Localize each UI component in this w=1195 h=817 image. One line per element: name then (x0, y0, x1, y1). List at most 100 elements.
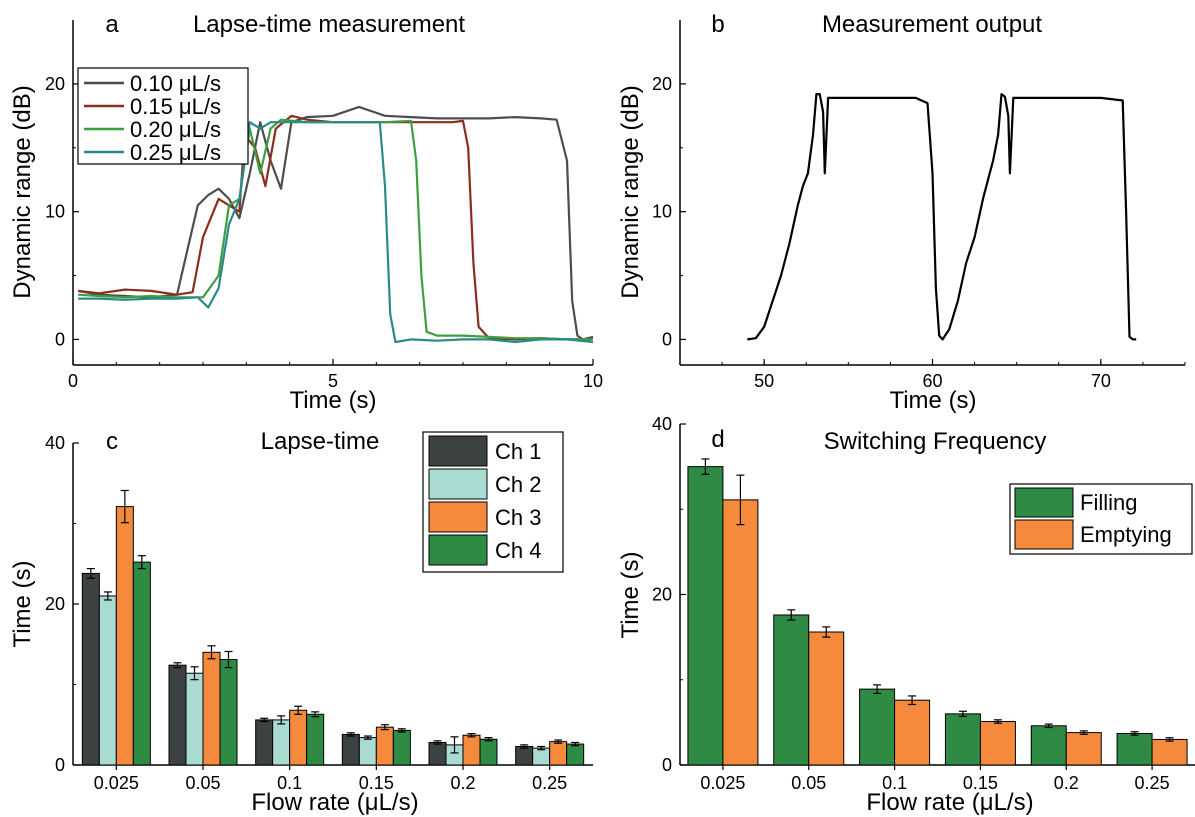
x-tick-label: 0.025 (94, 773, 139, 793)
x-tick-label: 0.1 (882, 773, 907, 793)
y-tick-label: 40 (652, 414, 672, 434)
bar-ch-2 (98, 595, 117, 766)
legend-swatch (428, 501, 488, 533)
panel-c: c Lapse-time Flow rate (μL/s) Time (s) 0 20 40… (9, 428, 593, 816)
bar-ch-4 (219, 659, 238, 766)
x-axis-label: Flow rate (μL/s) (866, 789, 1033, 816)
panel-letter: b (711, 11, 724, 38)
y-tick-label: 0 (55, 329, 65, 349)
legend-label: Emptying (1080, 522, 1172, 547)
bar-ch-1 (428, 741, 447, 766)
bar-filling (1116, 732, 1153, 766)
y-axis-label: Time (s) (617, 551, 644, 638)
bar-filling (944, 713, 981, 766)
bar-filling (1030, 725, 1067, 766)
x-axis-label: Flow rate (μL/s) (251, 789, 418, 816)
bar-emptying (979, 721, 1016, 766)
y-tick-label: 0 (662, 755, 672, 775)
panel-letter: d (711, 426, 724, 453)
bar-ch-4 (132, 561, 151, 766)
legend-label: 0.20 μL/s (130, 117, 221, 142)
chart-title: Lapse-time (261, 428, 380, 455)
panel-b: b Measurement output Time (s) Dynamic range… (617, 11, 1186, 414)
bar-filling (773, 614, 810, 766)
legend-label: Ch 4 (495, 538, 541, 563)
y-tick-label: 10 (652, 202, 672, 222)
bar-ch-2 (358, 737, 377, 766)
legend-label: Ch 2 (495, 472, 541, 497)
x-axis-label: Time (s) (889, 387, 976, 414)
bar-ch-3 (115, 506, 134, 766)
legend-label: 0.10 μL/s (130, 71, 221, 96)
panel-letter: a (105, 11, 119, 38)
legend-label: Ch 3 (495, 505, 541, 530)
x-tick-label: 0.25 (532, 773, 567, 793)
y-tick-label: 20 (45, 594, 65, 614)
x-tick-label: 0.05 (185, 773, 220, 793)
series-line-output (747, 92, 1137, 341)
legend-swatch (428, 435, 488, 467)
bar-filling (859, 688, 896, 766)
x-tick-label: 5 (328, 371, 338, 391)
bar-ch-2 (185, 672, 204, 766)
x-tick-label: 0.2 (450, 773, 475, 793)
bar-ch-1 (255, 719, 274, 766)
y-tick-label: 0 (662, 329, 672, 349)
x-tick-label: 60 (922, 371, 942, 391)
bar-ch-3 (289, 709, 308, 766)
x-tick-label: 0.15 (963, 773, 998, 793)
x-axis-label: Time (s) (289, 387, 376, 414)
bar-emptying (1151, 738, 1188, 766)
x-tick-label: 0.025 (700, 773, 745, 793)
y-tick-label: 40 (45, 433, 65, 453)
legend: 0.10 μL/s0.15 μL/s0.20 μL/s0.25 μL/s (77, 67, 249, 165)
y-tick-label: 20 (652, 74, 672, 94)
bar-ch-4 (306, 713, 325, 766)
legend-swatch (1014, 519, 1074, 550)
bar-emptying (808, 631, 845, 766)
x-tick-label: 10 (583, 371, 603, 391)
bar-ch-3 (462, 734, 481, 766)
legend: Filling Emptying (1009, 483, 1193, 555)
bar-emptying (722, 499, 759, 766)
legend-swatch (1014, 487, 1074, 518)
bar-ch-3 (549, 741, 568, 766)
y-tick-label: 10 (45, 202, 65, 222)
bar-ch-3 (375, 726, 394, 766)
legend-label: 0.25 μL/s (130, 140, 221, 165)
bar-ch-2 (532, 747, 551, 766)
chart-title: Measurement output (822, 11, 1042, 38)
chart-title: Switching Frequency (824, 428, 1047, 455)
series-line-0.25 (78, 121, 594, 344)
legend-label: Ch 1 (495, 439, 541, 464)
legend: Ch 1 Ch 2 Ch 3 Ch 4 (422, 431, 564, 573)
bar-ch-4 (566, 743, 585, 766)
panel-letter: c (106, 428, 118, 455)
series-line-0.15 (78, 114, 593, 341)
x-tick-label: 0.2 (1054, 773, 1079, 793)
bar-ch-3 (202, 651, 221, 766)
bar-ch-4 (392, 729, 411, 766)
bar-ch-1 (341, 733, 360, 766)
bar-ch-2 (272, 719, 291, 766)
panel-a: a Lapse-time measurement Time (s) Dynamic r… (9, 11, 603, 414)
y-axis-label: Dynamic range (dB) (9, 85, 36, 298)
y-axis-label: Time (s) (9, 560, 36, 647)
panel-d: d Switching Frequency Flow rate (μL/s) Time… (617, 414, 1195, 816)
y-tick-label: 20 (45, 74, 65, 94)
legend-swatch (428, 468, 488, 500)
bar-ch-1 (168, 664, 187, 766)
x-tick-label: 0.05 (791, 773, 826, 793)
bar-ch-1 (81, 572, 100, 766)
y-tick-label: 20 (652, 585, 672, 605)
bar-emptying (894, 699, 931, 766)
x-tick-label: 0.25 (1135, 773, 1170, 793)
x-tick-label: 0 (68, 371, 78, 391)
series-line-0.10 (78, 105, 594, 341)
bar-filling (687, 466, 724, 766)
y-tick-label: 0 (55, 755, 65, 775)
legend-label: Filling (1080, 490, 1137, 515)
x-tick-label: 70 (1091, 371, 1111, 391)
bar-ch-1 (515, 745, 534, 766)
